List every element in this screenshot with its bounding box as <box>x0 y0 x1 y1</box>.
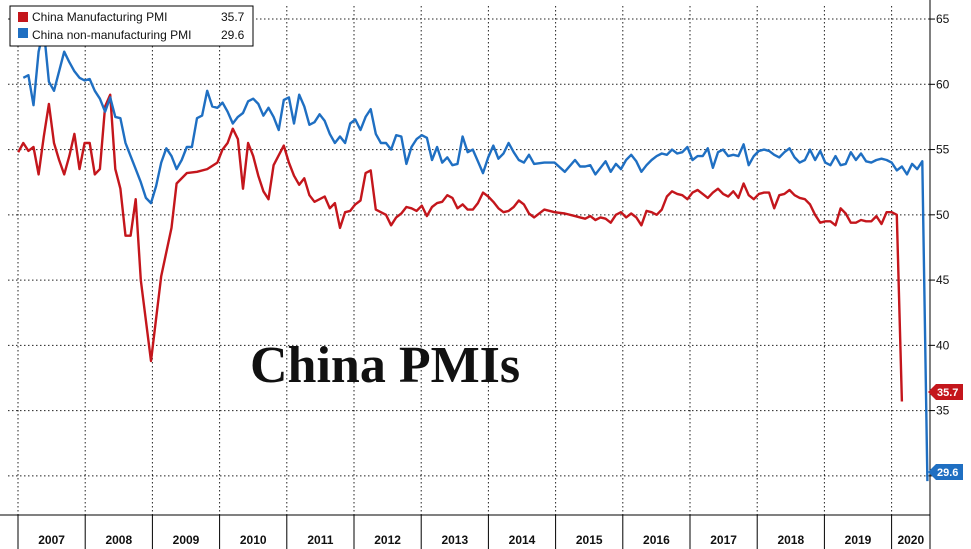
legend-swatch-non-manufacturing <box>18 28 28 38</box>
x-tick-label: 2008 <box>105 533 132 547</box>
tag-value-manufacturing: 35.7 <box>937 387 958 399</box>
x-tick-label: 2010 <box>240 533 267 547</box>
legend: China Manufacturing PMI 35.7 China non-m… <box>9 5 254 47</box>
y-tick-label: 40 <box>936 338 950 352</box>
last-value-tag-manufacturing: 35.7 <box>928 384 963 400</box>
x-axis: 2007 2008 2009 2010 2011 2012 2013 2014 2015 2016… <box>0 514 931 549</box>
y-tick-label: 55 <box>936 143 950 157</box>
x-tick-label: 2015 <box>576 533 603 547</box>
series-line-non-manufacturing <box>22 28 929 482</box>
y-tick-label: 60 <box>936 77 950 91</box>
legend-label-manufacturing: China Manufacturing PMI <box>32 10 167 24</box>
tag-shape-non-manufacturing <box>928 464 963 480</box>
tag-value-non-manufacturing: 29.6 <box>937 467 958 479</box>
legend-value-manufacturing: 35.7 <box>221 10 245 24</box>
series-lines <box>17 28 929 482</box>
y-tick-label: 65 <box>936 12 950 26</box>
x-tick-label: 2016 <box>643 533 670 547</box>
x-tick-label: 2019 <box>845 533 872 547</box>
x-tick-label: 2007 <box>38 533 65 547</box>
chart-title: China PMIs <box>250 337 520 394</box>
tag-shape-manufacturing <box>928 384 963 400</box>
y-tick-label: 35 <box>936 404 950 418</box>
x-tick-label: 2013 <box>441 533 468 547</box>
last-value-tag-non-manufacturing: 29.6 <box>928 464 963 480</box>
y-tick-label: 50 <box>936 208 950 222</box>
legend-label-non-manufacturing: China non-manufacturing PMI <box>32 28 191 42</box>
x-tick-label: 2018 <box>777 533 804 547</box>
x-tick-label: 2017 <box>710 533 737 547</box>
legend-box <box>9 5 254 47</box>
y-tick-label: 45 <box>936 273 950 287</box>
gridlines <box>8 6 930 515</box>
legend-swatch-manufacturing <box>18 12 28 22</box>
x-tick-label: 2014 <box>509 533 536 547</box>
x-tick-label: 2012 <box>374 533 401 547</box>
series-line-manufacturing <box>17 93 904 402</box>
legend-value-non-manufacturing: 29.6 <box>221 28 245 42</box>
x-tick-label: 2009 <box>173 533 200 547</box>
x-tick-label: 2011 <box>307 533 333 547</box>
y-axis: 6560555045403530 <box>929 0 950 515</box>
x-tick-label: 2020 <box>897 533 924 547</box>
